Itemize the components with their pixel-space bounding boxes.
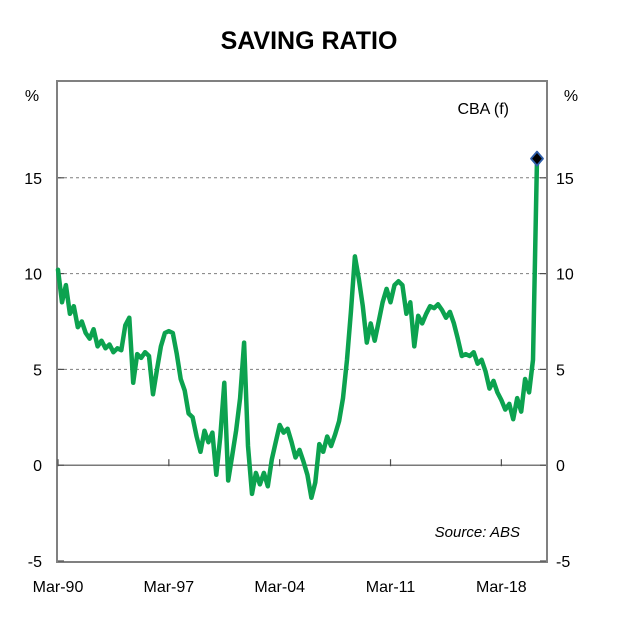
plot-border [56,80,548,563]
y-tick-label-left: 15 [24,171,42,188]
y-tick-label-right: 0 [556,458,565,475]
y-tick-label-left: 5 [33,362,42,379]
axis-labels-group: -5 -5 0 0 5 5 10 10 15 15 Mar-90 Mar-97 Mar-04 Mar-11… [24,171,574,596]
y-tick-label-right: -5 [556,554,570,571]
x-tick-label: Mar-04 [254,579,305,596]
source-annotation: Source: ABS [435,524,520,541]
y-tick-label-left: -5 [28,554,42,571]
y-axis-unit-left: % [25,88,39,105]
saving-ratio-line [55,156,540,501]
forecast-diamond-marker [530,150,544,167]
y-tick-label-right: 10 [556,267,574,284]
y-tick-label-right: 15 [556,171,574,188]
y-tick-label-left: 0 [33,458,42,475]
y-axis-unit-right: % [564,88,578,105]
axis-ticks-group [57,177,546,562]
gridlines-group [58,177,546,466]
data-series-group [55,150,544,501]
y-tick-label-right: 5 [556,362,565,379]
y-tick-label-left: 10 [24,267,42,284]
x-tick-label: Mar-97 [143,579,194,596]
x-tick-label: Mar-11 [366,579,416,596]
x-tick-label: Mar-18 [476,579,527,596]
forecast-annotation: CBA (f) [457,101,509,118]
chart-title: SAVING RATIO [221,27,398,55]
x-tick-label: Mar-90 [33,579,84,596]
